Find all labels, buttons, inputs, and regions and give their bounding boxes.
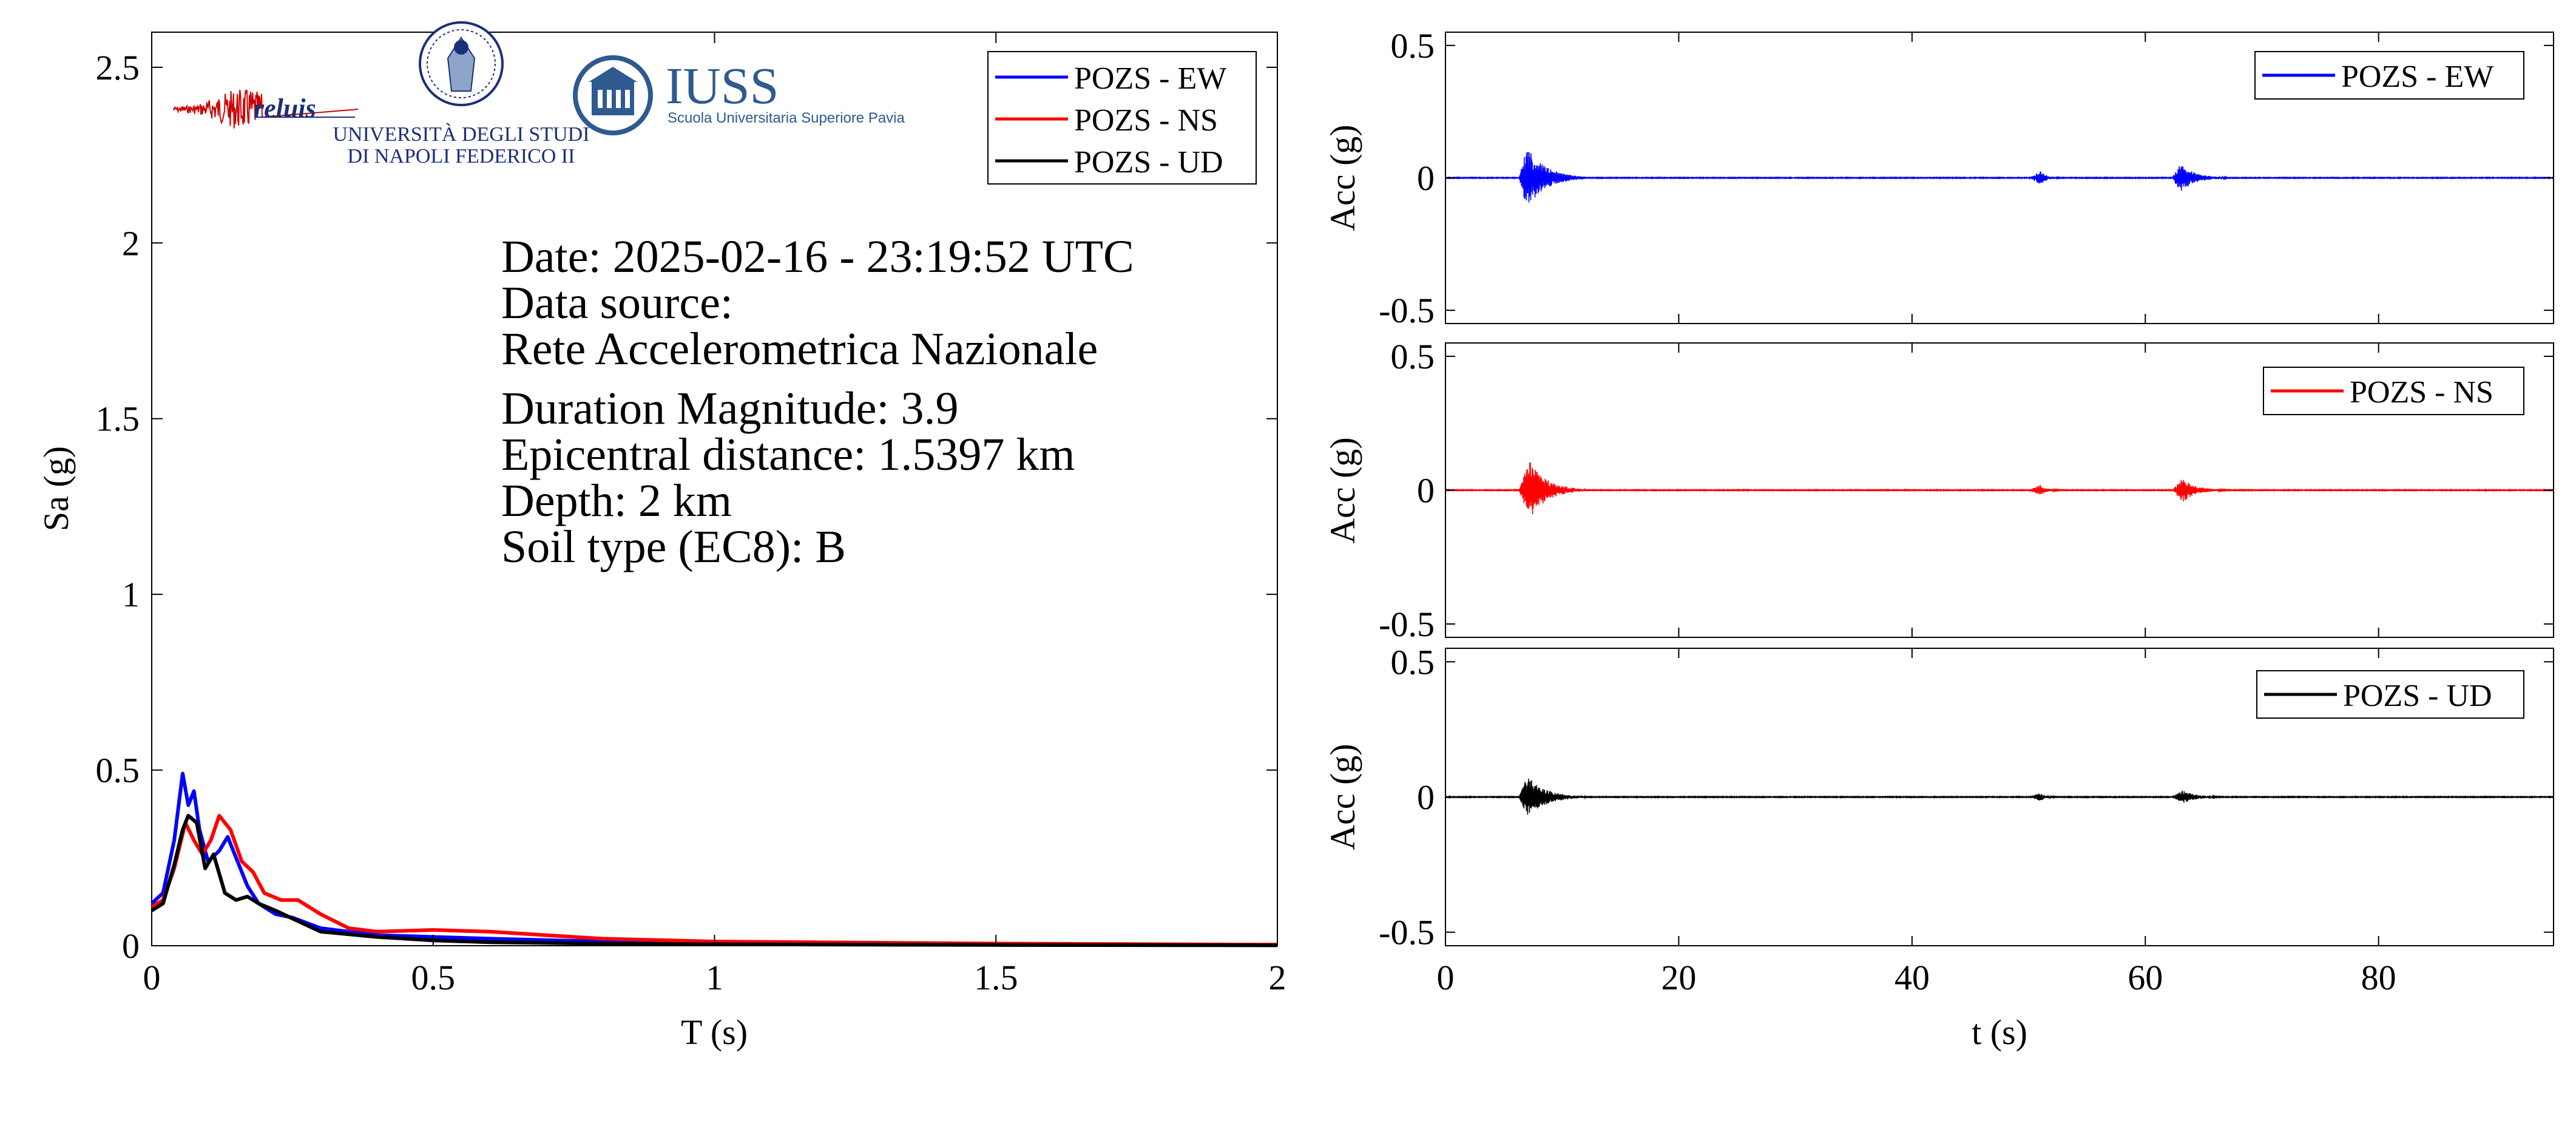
ew-legend-label: POZS - EW [2341,59,2493,94]
iuss-logo-subtitle: Scuola Universitaria Superiore Pavia [668,110,905,126]
event-date: Date: 2025-02-16 - 23:19:52 UTC [501,231,1134,282]
y-tick-label: 2.5 [96,48,140,87]
accelerogram-trace-ud [1445,778,2554,815]
reluis-logo-text: reluis [254,93,316,123]
y-tick-label: -0.5 [1379,291,1435,330]
y-tick-label: 0 [122,926,140,966]
y-tick-label: -0.5 [1379,913,1435,952]
y-tick-label: 1 [122,575,140,614]
y-tick-label: 0.5 [1391,642,1435,682]
x-tick-label: 0.5 [411,958,456,997]
unina-logo-line2: DI NAPOLI FEDERICO II [348,145,575,168]
x-tick-label: 60 [2128,958,2163,997]
y-tick-label: 2 [122,223,140,263]
y-tick-label: 0.5 [1391,337,1435,376]
y-tick-label: 0 [1417,158,1435,198]
accelerogram-ew-chart: -0.5 0 0.5 Acc (g) POZS - EW [1323,26,2554,330]
spectrum-series-layer [150,772,1278,948]
duration-magnitude: Duration Magnitude: 3.9 [501,383,959,434]
soil-type: Soil type (EC8): B [501,521,846,572]
accelerogram-ud-chart: 0 20 40 60 80-0.500.5 Acc (g) t (s) POZS - U… [1323,642,2554,1052]
ns-y-axis-label: Acc (g) [1323,437,1362,544]
y-tick-label: 0.5 [1391,26,1435,66]
ns-ticks: -0.5 0 0.5 [1379,337,2554,644]
time-x-axis-label: t (s) [1972,1012,2027,1052]
ud-legend-label: POZS - UD [2343,679,2492,713]
x-tick-label: 1.5 [974,958,1018,997]
depth: Depth: 2 km [501,475,732,526]
ud-series-layer [1445,778,2554,815]
x-tick-label: 20 [1661,958,1696,997]
y-tick-label: 0.5 [96,751,140,790]
x-tick-label: 2 [1269,958,1286,997]
iuss-logo: IUSS Scuola Universitaria Superiore Pavi… [573,55,905,135]
unina-logo-line1: UNIVERSITÀ DEGLI STUDI [333,123,589,146]
ns-series-layer [1445,462,2554,515]
reluis-logo: reluis [172,89,359,129]
spectrum-ticks: 0 0.5 1 1.5 2 0 0.5 1 1.5 2 2.5 [96,32,1286,997]
ud-y-axis-label: Acc (g) [1323,744,1362,850]
spectrum-y-axis-label: Sa (g) [36,446,76,531]
ud-legend: POZS - UD [2256,670,2524,719]
event-info-block: Date: 2025-02-16 - 23:19:52 UTC Data sou… [501,234,1134,570]
y-tick-label: -0.5 [1379,605,1435,644]
legend-label-ud: POZS - UD [1074,145,1223,180]
spectrum-legend: POZS - EW POZS - NS POZS - UD [987,51,1257,185]
x-tick-label: 40 [1895,958,1930,997]
accelerogram-ns-chart: -0.5 0 0.5 Acc (g) POZS - NS [1323,337,2554,644]
spectrum-x-axis-label: T (s) [681,1012,748,1052]
data-source-value: Rete Accelerometrica Nazionale [501,324,1098,375]
legend-label-ew: POZS - EW [1074,61,1226,96]
spectrum-line-ew [150,772,1278,947]
ud-ticks: 0 20 40 60 80-0.500.5 [1379,642,2554,997]
ns-legend: POZS - NS [2263,367,2524,415]
data-source-label: Data source: [501,277,733,328]
y-tick-label: 1.5 [96,399,140,439]
ns-legend-label: POZS - NS [2350,375,2493,410]
epicentral-distance: Epicentral distance: 1.5397 km [501,429,1075,480]
y-tick-label: 0 [1417,778,1435,817]
legend-label-ns: POZS - NS [1074,103,1218,138]
iuss-logo-title: IUSS [666,56,779,115]
x-tick-label: 0 [143,958,161,997]
unina-logo: UNIVERSITÀ DEGLI STUDI DI NAPOLI FEDERIC… [333,21,590,168]
x-tick-label: 1 [706,958,723,997]
ew-ticks: -0.5 0 0.5 [1379,26,2554,330]
x-tick-label: 80 [2361,958,2396,997]
ew-series-layer [1445,152,2554,203]
spectrum-line-ns [150,813,1278,947]
ew-legend: POZS - EW [2254,51,2524,100]
ew-y-axis-label: Acc (g) [1323,124,1362,231]
spectrum-chart: 0 0.5 1 1.5 2 0 0.5 1 1.5 2 2.5 T (s) Sa (g) relui… [36,21,1286,1052]
x-tick-label: 0 [1437,958,1455,997]
spectrum-line-ud [150,813,1278,948]
y-tick-label: 0 [1417,471,1435,510]
accelerogram-trace-ew [1445,152,2554,203]
accelerogram-trace-ns [1445,462,2554,515]
